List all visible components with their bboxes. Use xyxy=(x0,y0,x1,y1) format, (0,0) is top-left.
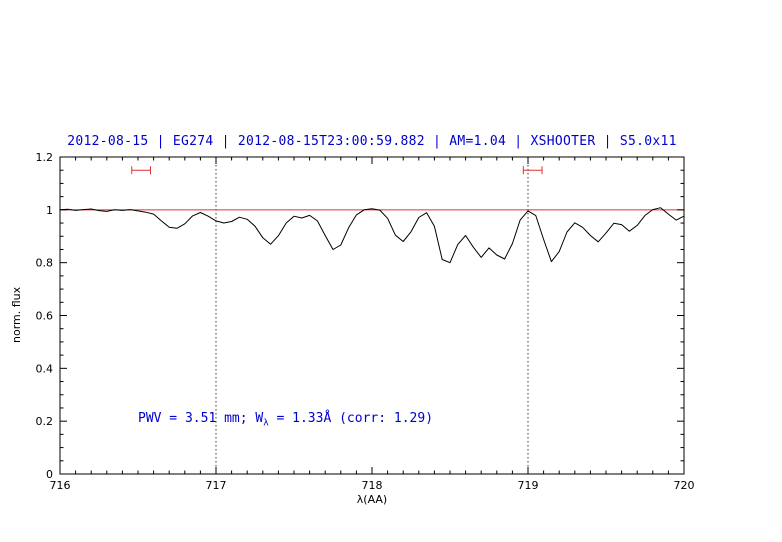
x-axis-label: λ(AA) xyxy=(356,493,388,506)
svg-text:716: 716 xyxy=(50,479,71,492)
svg-text:720: 720 xyxy=(674,479,695,492)
svg-text:1.2: 1.2 xyxy=(36,151,54,164)
svg-text:718: 718 xyxy=(362,479,383,492)
annotation-subscript: λ xyxy=(263,418,269,429)
spectrum-series xyxy=(59,207,685,264)
axis-ticks xyxy=(59,156,685,475)
range-markers xyxy=(131,166,543,175)
spectrum-line xyxy=(59,207,685,264)
svg-text:719: 719 xyxy=(518,479,539,492)
svg-text:0: 0 xyxy=(46,468,53,481)
svg-text:0.6: 0.6 xyxy=(36,310,54,323)
pwv-annotation: PWV = 3.51 mm; Wλ = 1.33Å (corr: 1.29) xyxy=(138,411,433,429)
svg-text:717: 717 xyxy=(206,479,227,492)
svg-text:0.8: 0.8 xyxy=(36,257,54,270)
plot-title: 2012-08-15 | EG274 | 2012-08-15T23:00:59… xyxy=(67,134,677,149)
annotation-text: PWV = 3.51 mm; W xyxy=(138,411,264,427)
annotation-suffix: = 1.33Å (corr: 1.29) xyxy=(268,411,434,427)
svg-text:1: 1 xyxy=(46,204,53,217)
svg-text:0.2: 0.2 xyxy=(36,415,54,428)
axis-tick-labels: 716 717 718 719 720 0 0.2 0.4 0.6 0.8 1 1.2 xyxy=(36,151,695,492)
svg-text:0.4: 0.4 xyxy=(36,362,54,375)
y-axis-label: norm. flux xyxy=(10,286,23,344)
